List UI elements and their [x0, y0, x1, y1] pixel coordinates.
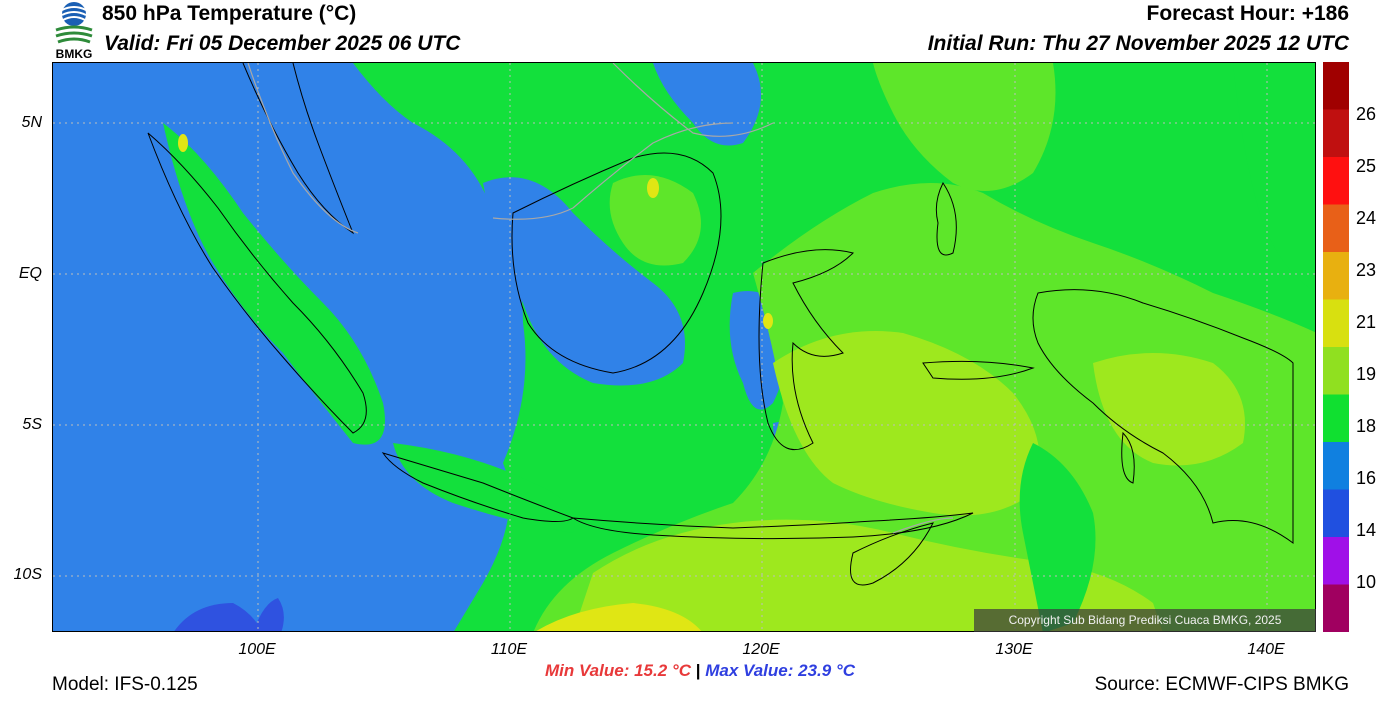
- colorbar-swatch: [1323, 62, 1349, 110]
- temperature-map: [52, 62, 1316, 632]
- coast-lesser-sunda: [572, 512, 974, 540]
- max-value: Max Value: 23.9 °C: [705, 661, 856, 680]
- border-timor: [892, 517, 954, 534]
- coast-sumatra: [147, 132, 367, 434]
- field-c16-borneo: [483, 177, 685, 386]
- lat-tick-5s: 5S: [22, 416, 42, 433]
- colorbar-label-14: 14: [1356, 520, 1377, 540]
- initial-run: Initial Run: Thu 27 November 2025 12 UTC: [927, 32, 1349, 55]
- coast-timor: [850, 522, 934, 586]
- field-c18-java: [393, 443, 575, 533]
- lon-tick-120e: 120E: [742, 641, 780, 658]
- lon-tick-140e: 140E: [1247, 641, 1285, 658]
- border-north: [247, 63, 359, 234]
- temperature-field: [53, 63, 1315, 631]
- colorbar-swatch: [1323, 394, 1349, 443]
- field-le14-south2: [253, 598, 284, 631]
- field-c19-borneo-in: [609, 175, 701, 266]
- coast-seram: [922, 360, 1035, 380]
- bmkg-logo-icon: BMKG: [55, 2, 93, 61]
- border-ph: [612, 63, 774, 137]
- field-c23-spot-1: [647, 178, 659, 198]
- coast-aru: [1121, 431, 1135, 484]
- colorbar-swatch: [1323, 442, 1349, 490]
- colorbar-label-19: 19: [1356, 364, 1377, 384]
- field-le14-south: [174, 603, 262, 631]
- colorbar-swatch: [1323, 204, 1349, 253]
- min-max-values: Min Value: 15.2 °C | Max Value: 23.9 °C: [0, 661, 1400, 681]
- border-borneo: [492, 122, 734, 220]
- model-label: Model: IFS-0.125: [52, 674, 198, 695]
- logo-text: BMKG: [56, 47, 93, 61]
- field-c21-papua: [1093, 353, 1245, 466]
- colorbar-label-16: 16: [1356, 468, 1377, 488]
- coast-papua: [1032, 289, 1294, 544]
- colorbar-swatch: [1323, 109, 1349, 158]
- colorbar-label-24: 24: [1356, 208, 1377, 228]
- colorbar-swatch: [1323, 157, 1349, 205]
- field-c16-north: [653, 63, 761, 146]
- coast-halmahera: [935, 182, 957, 256]
- colorbar-swatch: [1323, 347, 1349, 395]
- colorbar-swatch: [1323, 489, 1349, 538]
- colorbar: [1323, 62, 1349, 632]
- field-c19-ne: [873, 63, 1056, 191]
- coast-malaya: [242, 63, 355, 235]
- min-value: Min Value: 15.2 °C: [544, 661, 691, 680]
- map-title: 850 hPa Temperature (°C): [102, 2, 357, 25]
- colorbar-swatch: [1323, 252, 1349, 300]
- lat-tick-5n: 5N: [21, 114, 42, 131]
- copyright-notice: Copyright Sub Bidang Prediksi Cuaca BMKG…: [974, 609, 1316, 632]
- field-c23-spot-2: [763, 313, 773, 329]
- colorbar-label-18: 18: [1356, 416, 1377, 436]
- lon-tick-110e: 110E: [490, 641, 528, 658]
- source-label: Source: ECMWF-CIPS BMKG: [1094, 674, 1349, 695]
- field-c18-sumatra: [163, 123, 385, 445]
- field-c21-banda: [773, 331, 1040, 516]
- gridlines: [53, 63, 1315, 631]
- borders: [247, 63, 954, 534]
- field-c18-east-band: [1019, 443, 1096, 631]
- colorbar-swatch: [1323, 537, 1349, 585]
- field-c23-spot-3: [178, 134, 188, 152]
- field-c18-papua-band: [1233, 63, 1315, 292]
- forecast-hour: Forecast Hour: +186: [1146, 2, 1350, 25]
- colorbar-label-23: 23: [1356, 260, 1377, 280]
- coast-java: [381, 452, 575, 522]
- colorbar-swatch: [1323, 299, 1349, 348]
- lat-tick-eq: EQ: [18, 265, 42, 282]
- valid-time: Valid: Fri 05 December 2025 06 UTC: [104, 32, 461, 55]
- min-max-separator: |: [695, 661, 701, 680]
- lon-tick-130e: 130E: [995, 641, 1033, 658]
- colorbar-label-25: 25: [1356, 156, 1377, 176]
- colorbar-swatch: [1323, 584, 1349, 632]
- colorbar-label-10: 10: [1356, 572, 1377, 592]
- lat-tick-10s: 10S: [13, 566, 42, 583]
- field-c23-south: [536, 603, 702, 631]
- colorbar-label-26: 26: [1356, 104, 1377, 124]
- coast-sulawesi: [758, 249, 854, 451]
- colorbar-label-21: 21: [1356, 312, 1377, 332]
- lon-tick-100e: 100E: [238, 641, 276, 658]
